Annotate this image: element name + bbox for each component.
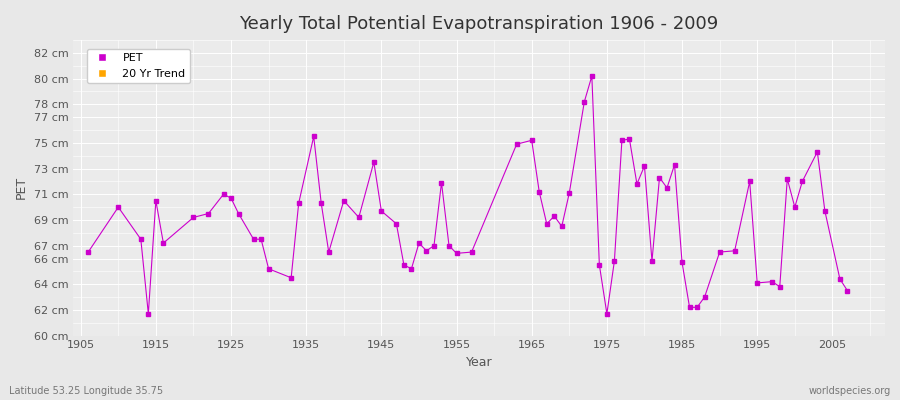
Text: worldspecies.org: worldspecies.org bbox=[809, 386, 891, 396]
X-axis label: Year: Year bbox=[466, 356, 492, 369]
Y-axis label: PET: PET bbox=[15, 176, 28, 200]
Legend: PET, 20 Yr Trend: PET, 20 Yr Trend bbox=[86, 49, 190, 83]
Text: Latitude 53.25 Longitude 35.75: Latitude 53.25 Longitude 35.75 bbox=[9, 386, 163, 396]
Title: Yearly Total Potential Evapotranspiration 1906 - 2009: Yearly Total Potential Evapotranspiratio… bbox=[239, 15, 719, 33]
